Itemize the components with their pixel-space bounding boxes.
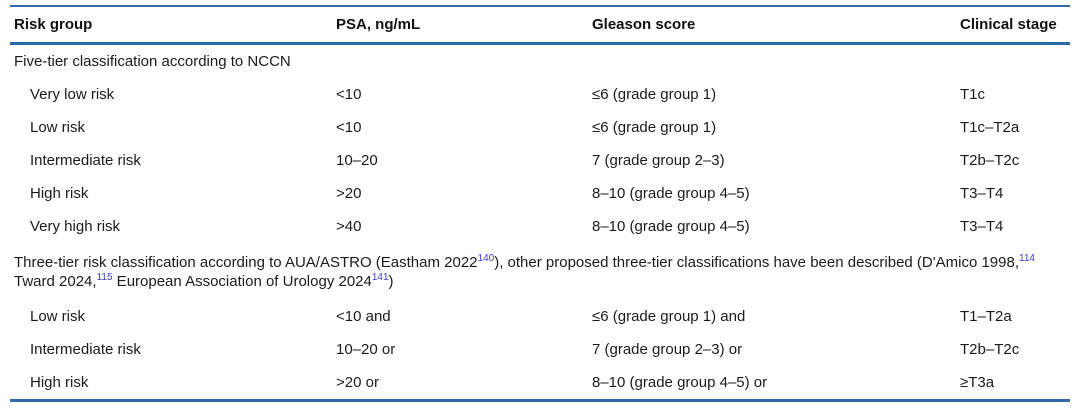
cell-risk-group: Very high risk xyxy=(30,218,121,235)
cell-risk-group: High risk xyxy=(30,185,89,202)
table-row: Very high risk >40 8–10 (grade group 4–5) T… xyxy=(10,210,1070,243)
section-title: Three-tier risk classification according… xyxy=(14,253,1035,291)
section-title-row: Three-tier risk classification according… xyxy=(10,243,1070,300)
cell-risk-group: High risk xyxy=(30,374,89,391)
col-header-psa: PSA, ng/mL xyxy=(336,16,421,33)
table-row: High risk >20 8–10 (grade group 4–5) T3–T4 xyxy=(10,177,1070,210)
cell-clinical-stage: T2b–T2c xyxy=(960,152,1020,169)
cell-gleason-score: ≤6 (grade group 1) and xyxy=(592,308,746,325)
cell-gleason-score: ≤6 (grade group 1) xyxy=(592,119,717,136)
cell-psa: <10 xyxy=(336,119,362,136)
section-title: Five-tier classification according to NC… xyxy=(14,53,291,70)
cell-clinical-stage: T1c–T2a xyxy=(960,119,1020,136)
cell-psa: <10 xyxy=(336,86,362,103)
cell-psa: >40 xyxy=(336,218,362,235)
citation-ref[interactable]: 115 xyxy=(96,272,113,283)
cell-risk-group: Intermediate risk xyxy=(30,152,141,169)
cell-risk-group: Low risk xyxy=(30,308,86,325)
cell-clinical-stage: ≥T3a xyxy=(960,374,995,391)
table-row: Low risk <10 ≤6 (grade group 1) T1c–T2a xyxy=(10,111,1070,144)
table-row: Intermediate risk 10–20 7 (grade group 2–3… xyxy=(10,144,1070,177)
col-header-risk-group: Risk group xyxy=(14,16,93,33)
citation-ref[interactable]: 140 xyxy=(477,253,495,264)
col-header-clinical-stage: Clinical stage xyxy=(960,16,1057,33)
table-row: Low risk <10 and ≤6 (grade group 1) and T1–… xyxy=(10,300,1070,333)
risk-classification-table: Risk group PSA, ng/mL Gleason score Clin… xyxy=(10,5,1070,402)
cell-clinical-stage: T1c xyxy=(960,86,986,103)
header-row: Risk group PSA, ng/mL Gleason score Clin… xyxy=(10,6,1070,44)
cell-clinical-stage: T1–T2a xyxy=(960,308,1012,325)
cell-risk-group: Very low risk xyxy=(30,86,115,103)
cell-gleason-score: 8–10 (grade group 4–5) or xyxy=(592,374,768,391)
cell-risk-group: Intermediate risk xyxy=(30,341,141,358)
cell-gleason-score: 8–10 (grade group 4–5) xyxy=(592,185,750,202)
table-row: Very low risk <10 ≤6 (grade group 1) T1c xyxy=(10,78,1070,111)
cell-gleason-score: 7 (grade group 2–3) or xyxy=(592,341,743,358)
cell-gleason-score: ≤6 (grade group 1) xyxy=(592,86,717,103)
table-row: Intermediate risk 10–20 or 7 (grade group … xyxy=(10,333,1070,366)
cell-clinical-stage: T2b–T2c xyxy=(960,341,1020,358)
section-title-row: Five-tier classification according to NC… xyxy=(10,44,1070,79)
citation-ref[interactable]: 141 xyxy=(371,272,389,283)
cell-psa: >20 or xyxy=(336,374,379,391)
table-row: High risk >20 or 8–10 (grade group 4–5) or… xyxy=(10,366,1070,401)
cell-gleason-score: 7 (grade group 2–3) xyxy=(592,152,725,169)
cell-gleason-score: 8–10 (grade group 4–5) xyxy=(592,218,750,235)
cell-clinical-stage: T3–T4 xyxy=(960,218,1004,235)
table-body: Five-tier classification according to NC… xyxy=(10,44,1070,401)
cell-clinical-stage: T3–T4 xyxy=(960,185,1004,202)
cell-risk-group: Low risk xyxy=(30,119,86,136)
cell-psa: >20 xyxy=(336,185,362,202)
col-header-gleason-score: Gleason score xyxy=(592,16,696,33)
cell-psa: <10 and xyxy=(336,308,391,325)
cell-psa: 10–20 xyxy=(336,152,378,169)
citation-ref[interactable]: 114 xyxy=(1019,253,1035,264)
cell-psa: 10–20 or xyxy=(336,341,396,358)
